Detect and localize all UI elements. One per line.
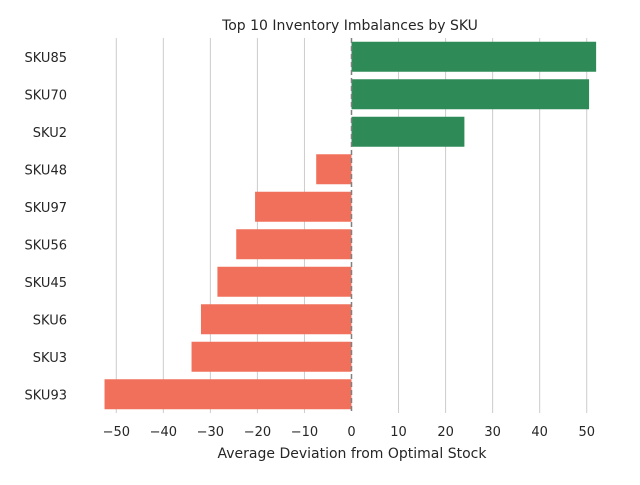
y-tick-label: SKU56: [25, 238, 68, 253]
x-tick-label: −30: [197, 425, 224, 440]
y-tick-label: SKU48: [25, 163, 68, 178]
x-tick-label: −40: [150, 425, 177, 440]
y-axis-ticks: SKU85 SKU70 SKU2 SKU48 SKU97 SKU56 SKU45 SKU6 SK…: [25, 51, 68, 404]
x-tick-label: 30: [484, 425, 501, 440]
bar-sku48: [316, 154, 352, 185]
bars: [104, 41, 597, 410]
chart-title: Top 10 Inventory Imbalances by SKU: [221, 18, 478, 34]
y-tick-label: SKU6: [33, 313, 67, 328]
y-tick-label: SKU45: [25, 276, 68, 291]
x-tick-label: 0: [347, 425, 355, 440]
bar-sku2: [351, 116, 465, 147]
y-tick-label: SKU3: [33, 351, 67, 366]
bar-sku45: [217, 266, 352, 297]
x-tick-label: −10: [291, 425, 318, 440]
y-tick-label: SKU70: [25, 88, 68, 103]
bar-sku97: [255, 191, 352, 222]
y-tick-label: SKU85: [25, 51, 68, 66]
y-tick-label: SKU97: [25, 201, 68, 216]
bar-sku6: [200, 304, 352, 335]
bar-sku3: [191, 341, 352, 372]
x-tick-label: 10: [390, 425, 407, 440]
x-tick-label: 50: [578, 425, 595, 440]
y-tick-label: SKU93: [25, 388, 68, 403]
bar-sku70: [351, 79, 590, 110]
bar-sku93: [104, 379, 352, 410]
x-tick-label: 20: [437, 425, 454, 440]
x-axis-label: Average Deviation from Optimal Stock: [218, 446, 488, 462]
bar-sku56: [236, 229, 352, 260]
x-tick-label: −50: [103, 425, 130, 440]
bar-sku85: [351, 41, 597, 72]
x-axis-ticks: −50 −40 −30 −20 −10 0 10 20 30 40 50: [103, 425, 595, 440]
y-tick-label: SKU2: [33, 126, 67, 141]
x-tick-label: 40: [531, 425, 548, 440]
x-tick-label: −20: [244, 425, 271, 440]
